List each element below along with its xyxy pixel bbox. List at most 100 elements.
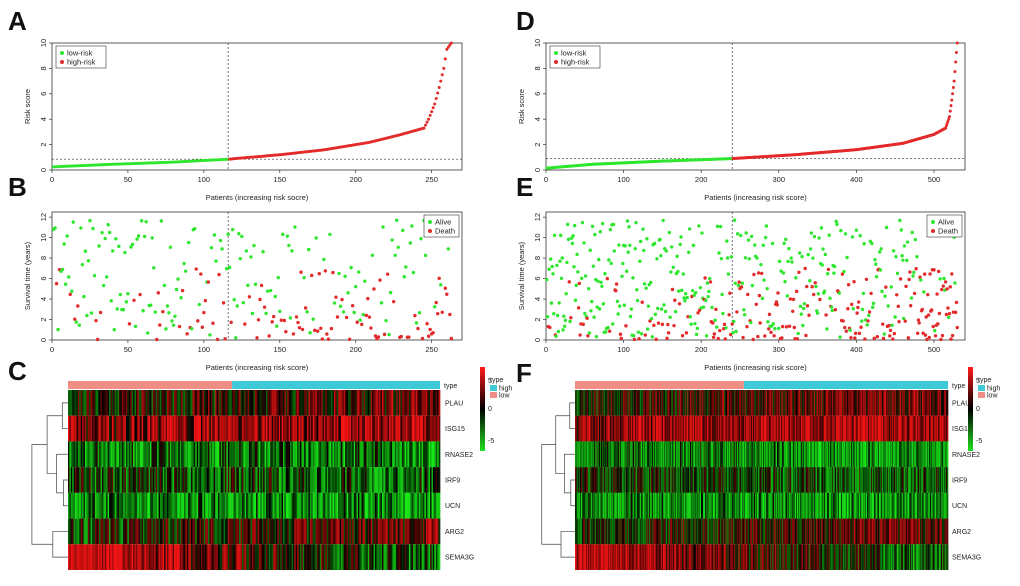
heatmap-cell <box>704 441 706 468</box>
heatmap-cell <box>299 544 302 570</box>
heatmap-cell <box>912 415 914 442</box>
heatmap-cell <box>206 467 209 493</box>
heatmap-cell <box>644 441 646 468</box>
heatmap-cell <box>386 492 389 519</box>
heatmap-cell <box>183 441 186 468</box>
heatmap-cell <box>189 390 192 416</box>
heatmap-cell <box>188 390 190 416</box>
heatmap-cell <box>225 441 227 468</box>
heatmap-cell <box>615 415 617 442</box>
data-point <box>548 257 553 261</box>
heatmap-cell <box>853 390 855 416</box>
data-point <box>888 328 893 333</box>
heatmap-cell <box>722 390 724 416</box>
heatmap-cell <box>744 390 746 416</box>
heatmap-cell <box>619 441 621 468</box>
data-point <box>863 337 867 341</box>
heatmap-cell <box>165 415 168 442</box>
data-point <box>791 297 796 302</box>
data-point <box>739 233 743 238</box>
data-point <box>898 277 903 281</box>
heatmap-cell <box>270 390 273 416</box>
heatmap-cell <box>208 415 210 442</box>
heatmap-cell <box>285 467 288 493</box>
heatmap-cell <box>757 390 759 416</box>
data-point <box>635 288 639 292</box>
heatmap-cell <box>350 390 353 416</box>
heatmap-cell <box>945 415 947 442</box>
heatmap-cell <box>670 441 672 468</box>
heatmap-cell <box>940 415 943 442</box>
heatmap-cell <box>582 390 584 416</box>
heatmap-cell <box>743 415 745 442</box>
data-point <box>197 302 201 307</box>
heatmap-cell <box>188 415 190 442</box>
heatmap-cell <box>257 492 260 519</box>
heatmap-cell <box>760 415 762 442</box>
heatmap-cell <box>305 467 308 493</box>
heatmap-cell <box>244 415 247 442</box>
heatmap-cell <box>634 415 636 442</box>
heatmap-cell <box>726 390 728 416</box>
data-point <box>656 321 661 325</box>
heatmap-cell <box>140 390 142 416</box>
heatmap-cell <box>165 492 168 519</box>
heatmap-cell <box>181 544 183 570</box>
heatmap-cell <box>250 390 253 416</box>
heatmap-cell <box>761 415 763 442</box>
heatmap-cell <box>230 492 233 519</box>
heatmap-cell <box>599 390 601 416</box>
heatmap-cell <box>769 390 771 416</box>
heatmap-cell <box>659 415 661 442</box>
heatmap-cell <box>158 390 161 416</box>
heatmap-cell <box>769 441 771 468</box>
heatmap-cell <box>617 415 619 442</box>
heatmap-cell <box>205 544 207 570</box>
heatmap-cell <box>123 544 125 570</box>
type-legend-swatch-low <box>490 392 497 398</box>
heatmap-cell <box>813 415 815 442</box>
heatmap-cell <box>222 415 224 442</box>
data-point <box>262 305 267 309</box>
heatmap-cell <box>232 415 234 442</box>
heatmap-cell <box>420 492 422 519</box>
heatmap-cell <box>833 415 836 442</box>
heatmap-cell <box>781 415 783 442</box>
heatmap-cell <box>806 415 808 442</box>
data-point <box>776 291 780 295</box>
heatmap-cell <box>431 544 434 570</box>
heatmap-cell <box>859 415 861 442</box>
heatmap-cell <box>141 492 144 519</box>
heatmap-cell <box>703 415 705 442</box>
heatmap-cell <box>147 390 149 416</box>
data-point <box>790 260 794 264</box>
heatmap-cell <box>148 492 151 519</box>
heatmap-cell <box>774 415 776 442</box>
heatmap-cell <box>263 415 265 442</box>
heatmap-cell <box>348 492 350 519</box>
heatmap-cell <box>607 441 609 468</box>
heatmap-cell <box>133 518 135 545</box>
y-tick-label: 2 <box>39 143 48 147</box>
heatmap-cell <box>90 467 93 493</box>
heatmap-cell <box>768 415 770 442</box>
heatmap-cell <box>157 441 159 468</box>
heatmap-cell <box>268 415 271 442</box>
heatmap-cell <box>939 415 941 442</box>
heatmap-cell <box>107 544 110 570</box>
heatmap-cell <box>724 390 726 416</box>
heatmap-cell <box>154 544 157 570</box>
heatmap-cell <box>946 415 948 442</box>
data-point <box>100 230 104 235</box>
heatmap-cell <box>210 467 213 493</box>
heatmap-cell <box>103 467 106 493</box>
heatmap-cell <box>837 415 839 442</box>
data-point <box>161 309 165 314</box>
heatmap-cell <box>154 441 157 468</box>
heatmap-cell <box>130 390 132 416</box>
data-point <box>381 225 385 229</box>
heatmap-cell <box>783 390 785 416</box>
heatmap-cell <box>308 467 311 493</box>
heatmap-cell <box>606 390 608 416</box>
heatmap-cell <box>355 518 357 545</box>
